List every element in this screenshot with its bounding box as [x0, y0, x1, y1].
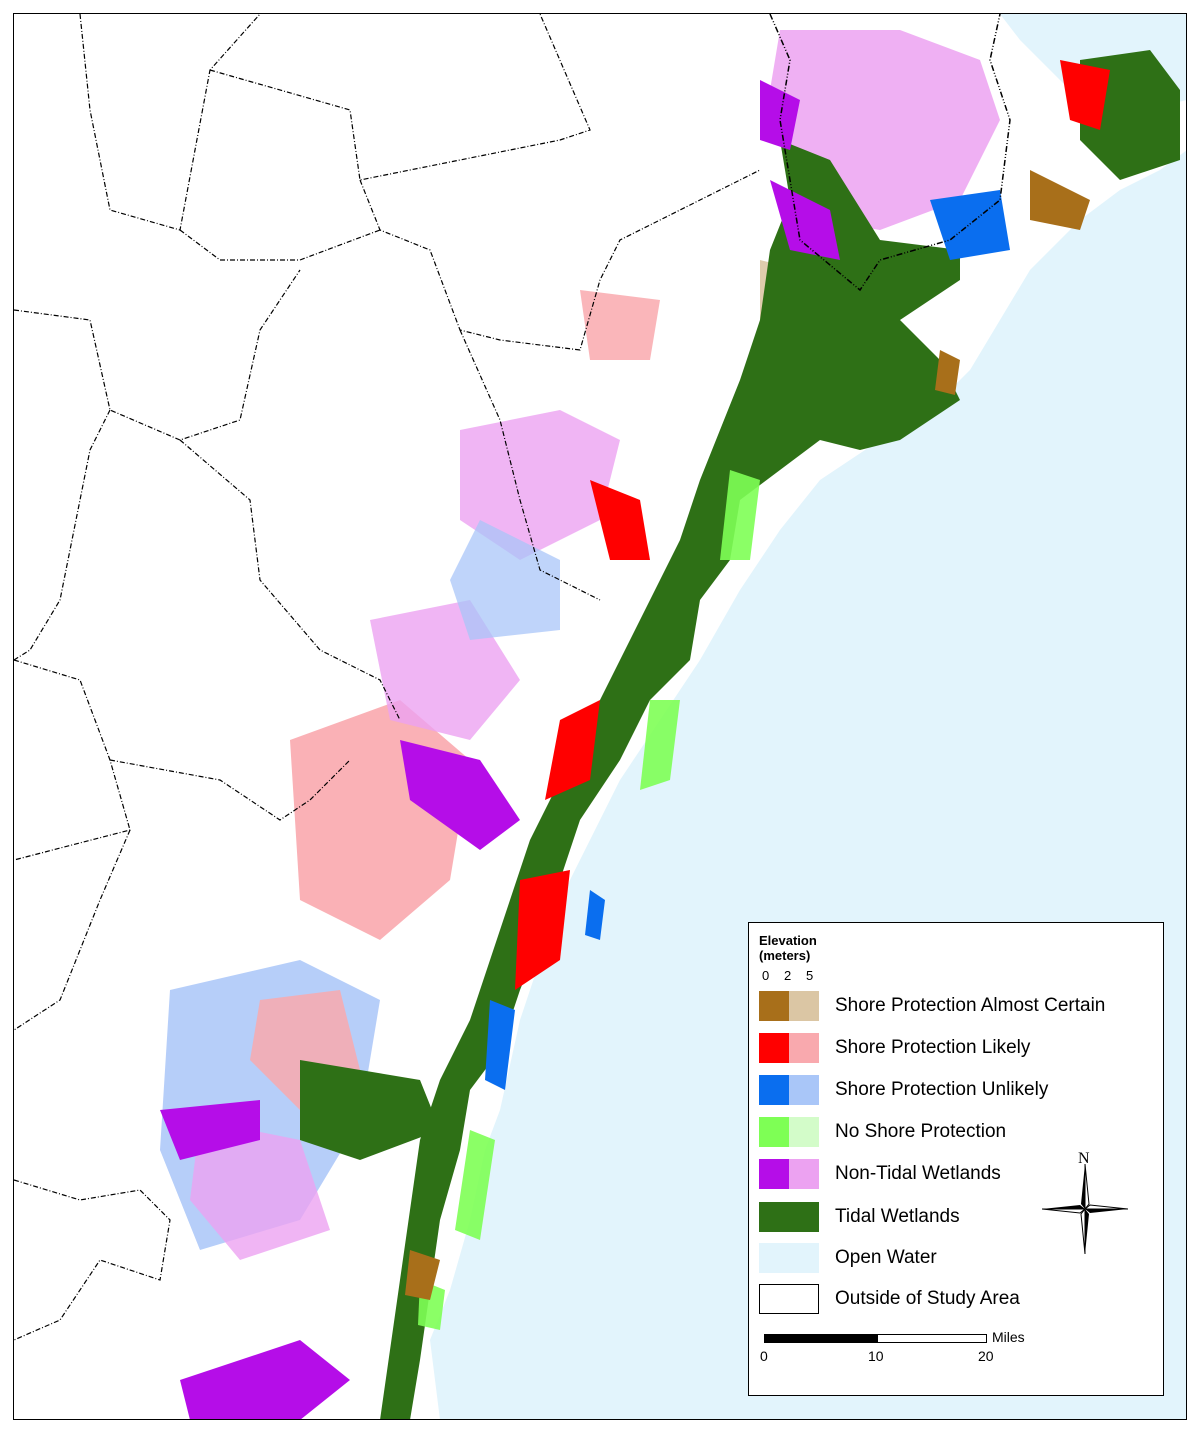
legend-swatch-low [759, 1159, 789, 1189]
legend-label: Open Water [835, 1247, 937, 1268]
tidal-wetland-zone [300, 1060, 440, 1160]
non-tidal-wetlands-low [160, 80, 840, 1420]
non-tidal-wetland-zone [760, 80, 800, 150]
county-boundary [359, 169, 761, 351]
shore-protection-likely-high [580, 290, 660, 360]
shore-protection-likely-low [515, 60, 1110, 990]
scale-bar-white-segment [877, 1334, 987, 1343]
scale-tick: 0 [760, 1348, 768, 1364]
elevation-tick: 2 [784, 968, 792, 983]
elevation-tick: 0 [762, 968, 770, 983]
elevation-ticks: 0 2 5 [762, 968, 832, 983]
shore-protection-almost-certain-zone [405, 1250, 440, 1300]
legend-swatch-high [789, 1117, 819, 1147]
no-shore-protection-island [640, 700, 680, 790]
legend-swatch-low [759, 1117, 789, 1147]
legend-label: Non-Tidal Wetlands [835, 1163, 1001, 1184]
compass-star-icon [1042, 1164, 1128, 1254]
legend-label: Shore Protection Almost Certain [835, 995, 1106, 1016]
legend-title-line1: Elevation [759, 933, 817, 948]
shore-protection-almost-certain-zone [1030, 170, 1090, 230]
non-tidal-wetlands-high [460, 410, 620, 560]
county-boundary [79, 13, 261, 231]
legend-item: Shore Protection Almost Certain [759, 991, 1159, 1025]
legend-swatch-high [789, 1033, 819, 1063]
legend-swatch [759, 1284, 819, 1314]
legend-title: Elevation (meters) [759, 933, 817, 963]
non-tidal-wetland-zone [160, 1100, 260, 1160]
scale-bar-black-segment [764, 1334, 877, 1343]
legend-swatch-high [789, 991, 819, 1021]
legend: Elevation (meters) 0 2 5 Shore Protectio… [748, 922, 1164, 1396]
legend-item: Outside of Study Area [759, 1284, 1159, 1318]
county-boundary [109, 759, 351, 821]
legend-label: No Shore Protection [835, 1121, 1007, 1142]
non-tidal-wetland-zone [400, 740, 520, 850]
legend-swatch [759, 1202, 819, 1232]
shore-protection-almost-certain-low [405, 170, 1090, 1300]
scale-bar: 0 10 20 Miles [760, 1329, 1054, 1370]
shore-protection-unlikely-zone [930, 190, 1010, 260]
state-boundary [769, 13, 1011, 292]
legend-label: Shore Protection Likely [835, 1037, 1031, 1058]
shore-protection-likely-zone [545, 700, 600, 800]
legend-item: No Shore Protection [759, 1117, 1159, 1151]
non-tidal-wetland-zone [180, 1340, 350, 1420]
shore-protection-likely-zone [590, 480, 650, 560]
elevation-tick: 5 [806, 968, 814, 983]
legend-swatch-low [759, 1033, 789, 1063]
county-boundary [179, 439, 401, 721]
shore-protection-unlikely-zone [585, 890, 605, 940]
county-boundary [13, 409, 111, 661]
county-boundary [13, 1179, 171, 1341]
shore-protection-likely-zone [1060, 60, 1110, 130]
legend-label: Outside of Study Area [835, 1288, 1020, 1309]
legend-label: Tidal Wetlands [835, 1206, 960, 1227]
no-shore-protection-island [720, 470, 760, 560]
legend-swatch-high [789, 1075, 819, 1105]
legend-title-line2: (meters) [759, 948, 811, 963]
legend-item: Shore Protection Likely [759, 1033, 1159, 1067]
shore-protection-unlikely-zone [485, 1000, 515, 1090]
shore-protection-almost-certain-zone [935, 350, 960, 395]
shore-protection-unlikely-low [485, 190, 1010, 1090]
legend-item: Tidal Wetlands [759, 1202, 1159, 1236]
county-boundary [459, 329, 601, 601]
scale-unit: Miles [992, 1329, 1025, 1345]
legend-swatch-low [759, 1075, 789, 1105]
compass-rose: N [1042, 1150, 1128, 1254]
county-boundary [209, 13, 591, 181]
legend-item: Open Water [759, 1243, 1159, 1277]
shore-protection-unlikely-high [450, 520, 560, 640]
county-boundary [13, 269, 301, 441]
north-label: N [1078, 1150, 1090, 1167]
county-boundaries [13, 13, 761, 1341]
legend-item: Non-Tidal Wetlands [759, 1159, 1159, 1193]
non-tidal-wetlands-high [190, 1120, 330, 1260]
legend-label: Shore Protection Unlikely [835, 1079, 1049, 1100]
barrier-islands [418, 470, 760, 1330]
county-boundary [13, 829, 131, 1031]
scale-tick: 20 [978, 1348, 994, 1364]
shore-protection-likely-zone [515, 870, 570, 990]
non-tidal-wetland-zone [770, 180, 840, 260]
legend-swatch-high [789, 1159, 819, 1189]
county-boundary [179, 229, 381, 261]
scale-tick: 10 [868, 1348, 884, 1364]
legend-swatch-low [759, 991, 789, 1021]
no-shore-protection-island [455, 1130, 495, 1240]
tidal-wetland-zone [380, 140, 960, 1420]
legend-swatch [759, 1243, 819, 1273]
legend-item: Shore Protection Unlikely [759, 1075, 1159, 1109]
